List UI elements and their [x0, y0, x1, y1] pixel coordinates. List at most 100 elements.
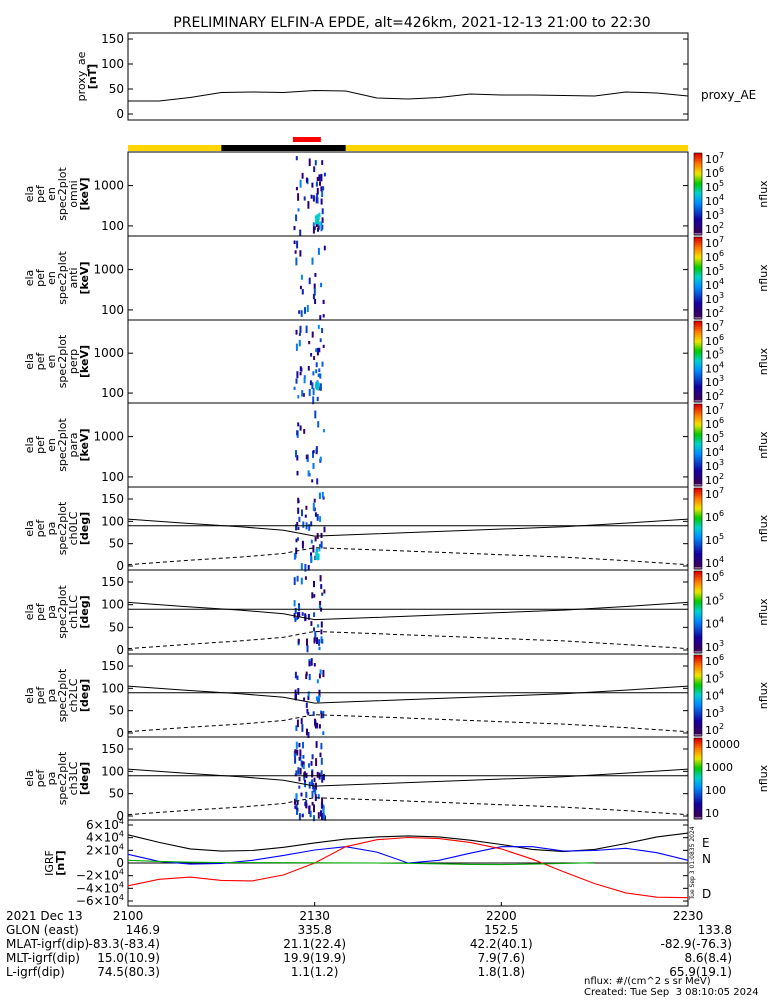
spectrogram-cell [302, 764, 305, 770]
colorbar-cell [694, 157, 702, 160]
colorbar-cell [694, 695, 702, 699]
ytick-proxy_ae-2: 50 [109, 82, 124, 96]
panel-anti: 1000100elapefenspec2plotanti[keV]1071061… [23, 235, 770, 321]
colorbar-cell [694, 691, 702, 695]
spectrogram-cell [318, 492, 321, 500]
spectrogram-cell [311, 790, 314, 798]
colorbar-cell [694, 200, 702, 203]
colorbar-tick-ch2LC-0: 106 [705, 653, 724, 668]
colorbar-cell [694, 379, 702, 383]
colorbar-tick-anti-4: 103 [705, 291, 724, 306]
spectrogram-cell [298, 604, 301, 611]
spectrogram-cell [297, 767, 300, 775]
colorbar-cell [694, 187, 702, 191]
colorbar-cell [694, 748, 702, 751]
axis-row-value-3-1: 19.9(19.9) [283, 951, 346, 965]
loss-cone-line [127, 601, 689, 621]
spectrogram-cell [321, 208, 324, 215]
spectrogram-cell [320, 173, 323, 182]
colorbar-cell [694, 414, 702, 417]
spectrogram-cell [316, 771, 319, 778]
colorbar-frame-para [693, 403, 703, 487]
colorbar-cell [694, 222, 702, 226]
colorbar-cell [694, 298, 702, 302]
spectrogram-cell [297, 422, 300, 427]
colorbar-cell [694, 650, 702, 654]
spectrogram-cell [315, 741, 318, 748]
colorbar-cell [694, 321, 702, 324]
panel-frame-ch2LC [127, 653, 689, 738]
colorbar-cell [694, 624, 702, 627]
colorbar-cell [694, 717, 702, 721]
colorbar-cell [694, 626, 702, 629]
colorbar-cell [694, 583, 702, 586]
colorbar-cell [694, 634, 702, 638]
ytick-perp-0: 1000 [93, 346, 124, 360]
spectrogram-cell [305, 702, 308, 708]
colorbar-cell [694, 347, 702, 350]
colorbar-cell [694, 247, 702, 250]
colorbar-cell [694, 337, 702, 340]
spectrogram-cell [303, 375, 306, 379]
colorbar-cell [694, 428, 702, 432]
colorbar-cell [694, 776, 702, 780]
spectrogram-cell [299, 250, 302, 257]
spectrogram-cell [302, 741, 304, 749]
colorbar-cell [694, 459, 702, 462]
colorbar-cell [694, 345, 702, 348]
colorbar-cell [694, 587, 702, 591]
spectrogram-cell [317, 373, 320, 377]
colorbar-frame-ch3LC [693, 737, 703, 820]
colorbar-cell [694, 261, 702, 265]
colorbar-cell [694, 153, 702, 156]
colorbar-cell [694, 194, 702, 197]
colorbar-cell [694, 210, 702, 214]
spectrogram-cell [311, 382, 314, 389]
spectrogram-cell [294, 689, 297, 698]
spectrogram-cell [307, 366, 310, 371]
spectrogram-cell [322, 669, 325, 678]
spectrogram-cell [300, 718, 303, 724]
spectrogram-cell [308, 341, 311, 345]
spectrogram-cell [322, 344, 325, 348]
spectrogram-cell [322, 774, 325, 781]
spectrogram-cell [310, 194, 313, 199]
colorbar-cell [694, 447, 702, 450]
axis-row-value-1-2: 152.5 [484, 923, 518, 937]
spectrogram-cell [317, 553, 320, 558]
spectrogram-cell [319, 544, 321, 548]
ylabel-ch3LC: elapefpaspec2plotch3LC[deg] [23, 751, 91, 805]
colorbar-cell [694, 550, 702, 554]
colorbar-cell [694, 278, 702, 281]
colorbar-cell [694, 683, 702, 686]
spectrogram-cell [298, 339, 301, 347]
colorbar-cell [694, 165, 702, 168]
colorbar-tick-omni-2: 105 [705, 179, 724, 194]
colorbar-cell [694, 416, 702, 419]
spectrogram-cell [312, 222, 315, 227]
spectrogram-cell [321, 491, 324, 499]
colorbar-cell [694, 581, 702, 584]
spectrogram-cell [306, 305, 309, 312]
colorbar-cell [694, 314, 702, 318]
colorbar-cell [694, 294, 702, 298]
colorbar-cell [694, 786, 702, 790]
spectrogram-cell [294, 695, 297, 700]
spectrogram-cell [317, 324, 320, 329]
orbit-bar-yellow-right [345, 145, 688, 151]
spectrogram-cell [317, 556, 320, 561]
spectrogram-cell [294, 607, 297, 614]
ytick-ch0LC-1: 100 [101, 514, 124, 528]
panel-frame-ch3LC [127, 736, 689, 821]
colorbar-cell [694, 442, 702, 446]
spectrogram-cell [299, 229, 302, 236]
axis-row-value-3-0: 15.0(10.9) [97, 951, 160, 965]
ytick-IGRF-3: 0 [116, 856, 124, 870]
spectrogram-cell [316, 637, 318, 644]
ytick-proxy_ae-0: 150 [101, 32, 124, 46]
colorbar-cell [694, 263, 702, 267]
colorbar-cell [694, 577, 702, 580]
spectrogram-cell [319, 575, 322, 582]
spectrogram-cell [298, 813, 301, 821]
